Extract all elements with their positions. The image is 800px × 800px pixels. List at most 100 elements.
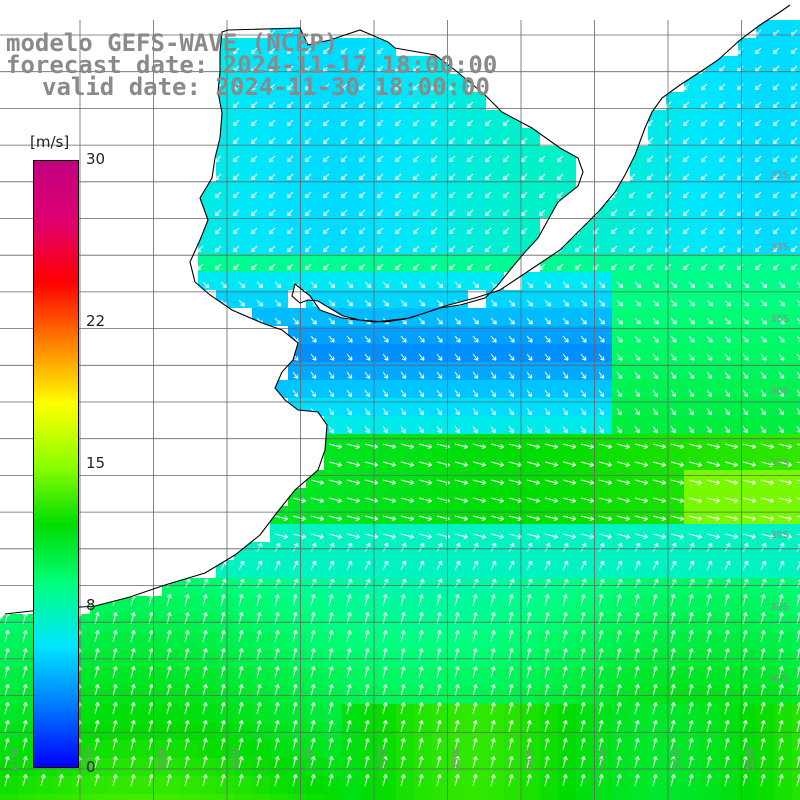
wind-cell — [486, 290, 504, 308]
wind-cell — [378, 398, 396, 416]
wind-cell — [126, 794, 144, 800]
wind-cell — [252, 578, 270, 596]
wind-cell — [576, 596, 594, 614]
wind-cell — [612, 542, 630, 560]
wind-cell — [774, 272, 792, 290]
wind-cell — [342, 308, 360, 326]
wind-cell — [756, 128, 774, 146]
wind-cell — [738, 380, 756, 398]
wind-cell — [594, 560, 612, 578]
wind-cell — [702, 200, 720, 218]
wind-cell — [378, 92, 396, 110]
wind-cell — [684, 470, 702, 488]
wind-cell — [468, 362, 486, 380]
wind-arrow — [430, 119, 438, 127]
wind-cell — [342, 632, 360, 650]
wind-cell — [558, 758, 576, 776]
wind-cell — [270, 110, 288, 128]
wind-cell — [468, 416, 486, 434]
wind-cell — [396, 200, 414, 218]
wind-cell — [522, 128, 540, 146]
wind-cell — [720, 794, 738, 800]
wind-cell — [252, 290, 270, 308]
wind-cell — [702, 488, 720, 506]
wind-arrows — [4, 29, 800, 787]
wind-cell — [252, 218, 270, 236]
wind-cell — [720, 182, 738, 200]
wind-cell — [360, 164, 378, 182]
wind-cell — [18, 794, 36, 800]
wind-arrow — [502, 137, 510, 145]
wind-cell — [396, 146, 414, 164]
wind-arrow — [736, 119, 744, 127]
wind-cell — [756, 722, 774, 740]
wind-cell — [72, 776, 90, 794]
wind-cell — [360, 380, 378, 398]
wind-arrow — [358, 83, 366, 91]
wind-cell — [774, 722, 792, 740]
wind-cell — [432, 254, 450, 272]
wind-arrow — [448, 137, 456, 145]
wind-cell — [414, 668, 432, 686]
wind-cell — [234, 776, 252, 794]
wind-cell — [396, 236, 414, 254]
wind-cell — [558, 326, 576, 344]
wind-cell — [666, 272, 684, 290]
wind-cell — [774, 92, 792, 110]
wind-cell — [18, 758, 36, 776]
wind-cell — [342, 74, 360, 92]
wind-arrow — [358, 119, 366, 127]
wind-cell — [396, 362, 414, 380]
wind-cell — [666, 668, 684, 686]
wind-cell — [702, 380, 720, 398]
wind-cell — [450, 272, 468, 290]
wind-arrow — [736, 101, 744, 109]
wind-cell — [468, 254, 486, 272]
wind-cell — [684, 596, 702, 614]
wind-cell — [396, 110, 414, 128]
wind-cell — [648, 182, 666, 200]
wind-arrow — [430, 83, 438, 91]
wind-cell — [396, 470, 414, 488]
wind-arrow — [322, 119, 330, 127]
wind-cell — [702, 578, 720, 596]
wind-cell — [756, 578, 774, 596]
wind-cell — [792, 704, 800, 722]
wind-cell — [576, 524, 594, 542]
wind-cell — [576, 560, 594, 578]
wind-cell — [522, 632, 540, 650]
wind-cell — [630, 668, 648, 686]
wind-cell — [342, 740, 360, 758]
wind-cell — [432, 704, 450, 722]
wind-cell — [360, 272, 378, 290]
wind-cell — [468, 344, 486, 362]
wind-cell — [270, 668, 288, 686]
wind-cell — [288, 740, 306, 758]
wind-cell — [630, 740, 648, 758]
wind-cell — [252, 758, 270, 776]
wind-cell — [648, 290, 666, 308]
wind-cell — [594, 326, 612, 344]
wind-cell — [306, 758, 324, 776]
wind-cell — [576, 272, 594, 290]
wind-cell — [684, 344, 702, 362]
wind-cell — [486, 776, 504, 794]
wind-cell — [504, 344, 522, 362]
wind-cell — [432, 578, 450, 596]
wind-cell — [342, 488, 360, 506]
wind-cell — [666, 488, 684, 506]
longitude-label: 57W — [304, 747, 315, 770]
wind-cell — [594, 776, 612, 794]
wind-cell — [666, 344, 684, 362]
wind-cell — [432, 506, 450, 524]
wind-cell — [198, 776, 216, 794]
wind-cell — [720, 488, 738, 506]
wind-cell — [558, 794, 576, 800]
wind-cell — [342, 110, 360, 128]
wind-cell — [504, 722, 522, 740]
wind-cell — [738, 434, 756, 452]
wind-cell — [702, 110, 720, 128]
wind-cell — [684, 668, 702, 686]
wind-cell — [522, 380, 540, 398]
wind-cell — [468, 380, 486, 398]
